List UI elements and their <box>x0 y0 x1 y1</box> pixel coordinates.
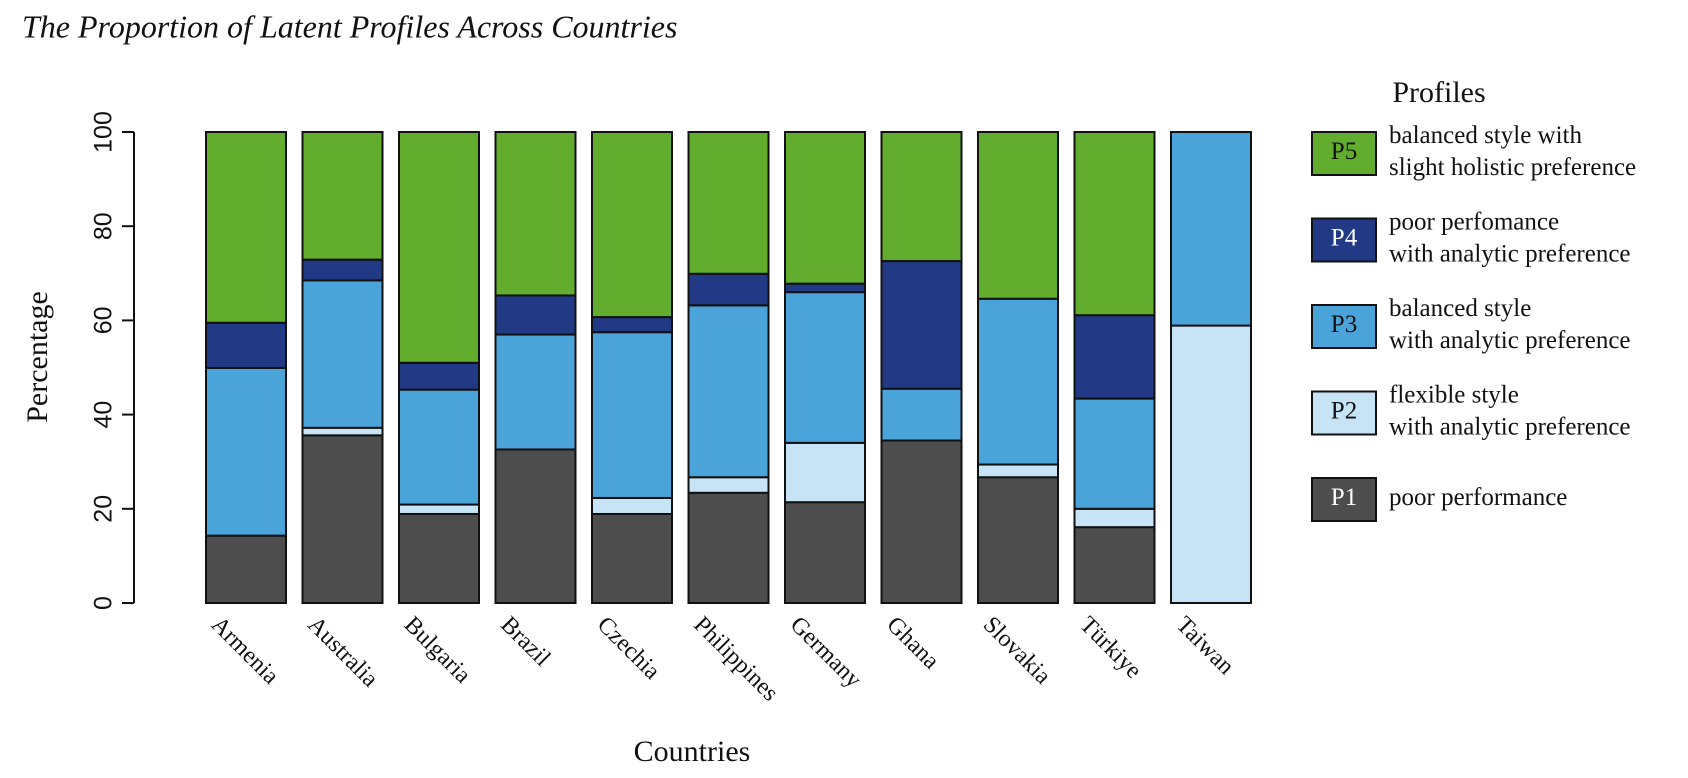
legend-key: P4 <box>1331 225 1358 252</box>
x-tick-label: Slovakia <box>978 612 1056 690</box>
bar-segment <box>880 439 963 604</box>
legend-label: poor perfomance <box>1389 209 1559 236</box>
bar-segment <box>977 476 1059 605</box>
legend-key: P3 <box>1331 311 1357 338</box>
bar-segment <box>494 131 577 297</box>
x-tick-label: Armenia <box>206 612 284 690</box>
legend-label: poor performance <box>1389 484 1567 511</box>
legend-swatch <box>1311 477 1377 522</box>
x-tick-label: Bulgaria <box>399 612 476 689</box>
y-tick-label: 60 <box>90 306 118 334</box>
bar-segment <box>301 426 384 437</box>
bar-segment <box>784 441 866 504</box>
legend-swatch <box>1311 217 1377 263</box>
bar-segment <box>301 131 384 261</box>
y-tick-label: 40 <box>90 401 118 429</box>
legend-swatch <box>1311 304 1377 349</box>
bar-segment <box>880 260 963 390</box>
bar-segment <box>301 279 384 429</box>
bar-segment <box>398 388 480 506</box>
bar-segment <box>205 534 287 604</box>
x-tick-label: Philippines <box>688 612 783 707</box>
bar-segment <box>591 316 673 334</box>
bar-segment <box>1073 314 1156 400</box>
bar-segment <box>977 131 1059 300</box>
bar-segment <box>687 476 770 494</box>
x-tick-label: Ghana <box>881 612 944 675</box>
bar-segment <box>494 333 577 451</box>
bar-segment <box>687 272 770 307</box>
x-axis-label: Countries <box>634 735 751 768</box>
x-tick-label: Brazil <box>495 612 555 672</box>
x-tick-label: Türkiye <box>1074 612 1146 684</box>
bar-segment <box>591 131 673 319</box>
x-tick-label: Czechia <box>592 612 665 685</box>
bar-segment <box>1073 397 1156 510</box>
bar-segment <box>205 321 287 369</box>
bar-segment <box>1170 324 1252 604</box>
bar-segment <box>301 434 384 604</box>
bar-segment <box>398 361 480 391</box>
bar-segment <box>1073 131 1156 317</box>
y-tick-label: 80 <box>90 212 118 240</box>
y-axis-label: Percentage <box>21 291 54 423</box>
bar-segment <box>591 496 673 515</box>
bar-segment <box>977 297 1059 466</box>
bar-segment <box>1170 131 1252 327</box>
bar-segment <box>687 304 770 479</box>
legend-key: P1 <box>1331 484 1357 511</box>
legend-label: slight holistic preference <box>1389 154 1636 181</box>
legend-swatch <box>1311 390 1377 436</box>
bar-segment <box>591 331 673 499</box>
legend-label: with analytic preference <box>1389 241 1631 268</box>
bar-segment <box>977 463 1059 479</box>
bar-segment <box>591 512 673 605</box>
bar-segment <box>398 512 480 605</box>
bar-segment <box>880 387 963 442</box>
x-tick-label: Taiwan <box>1171 612 1239 680</box>
bar-segment <box>880 131 963 263</box>
legend-label: balanced style with <box>1389 122 1582 149</box>
legend-swatch <box>1311 131 1377 176</box>
y-tick-label: 0 <box>90 596 118 610</box>
bar-segment <box>398 503 480 515</box>
legend-title: Profiles <box>1392 76 1485 109</box>
bar-segment <box>784 282 866 294</box>
bar-segment <box>494 448 577 605</box>
bar-segment <box>784 501 866 604</box>
bar-segment <box>687 491 770 605</box>
y-tick-label: 100 <box>90 111 118 153</box>
bar-segment <box>687 131 770 275</box>
bar-segment <box>205 131 287 324</box>
bar-segment <box>494 294 577 336</box>
bar-segment <box>205 366 287 537</box>
legend-key: P2 <box>1331 398 1357 425</box>
legend-key: P5 <box>1331 138 1357 165</box>
bar-segment <box>1073 507 1156 529</box>
x-tick-label: Australia <box>302 612 383 693</box>
legend-label: with analytic preference <box>1389 327 1631 354</box>
x-tick-label: Germany <box>785 612 867 694</box>
bar-segment <box>784 291 866 444</box>
y-tick-label: 20 <box>90 495 118 523</box>
legend-label: balanced style <box>1389 295 1531 322</box>
bar-segment <box>301 258 384 282</box>
bar-segment <box>398 131 480 364</box>
bar-segment <box>1073 526 1156 605</box>
chart-title: The Proportion of Latent Profiles Across… <box>22 8 677 44</box>
legend-label: flexible style <box>1389 382 1519 409</box>
legend-label: with analytic preference <box>1389 414 1631 441</box>
bar-segment <box>784 131 866 285</box>
